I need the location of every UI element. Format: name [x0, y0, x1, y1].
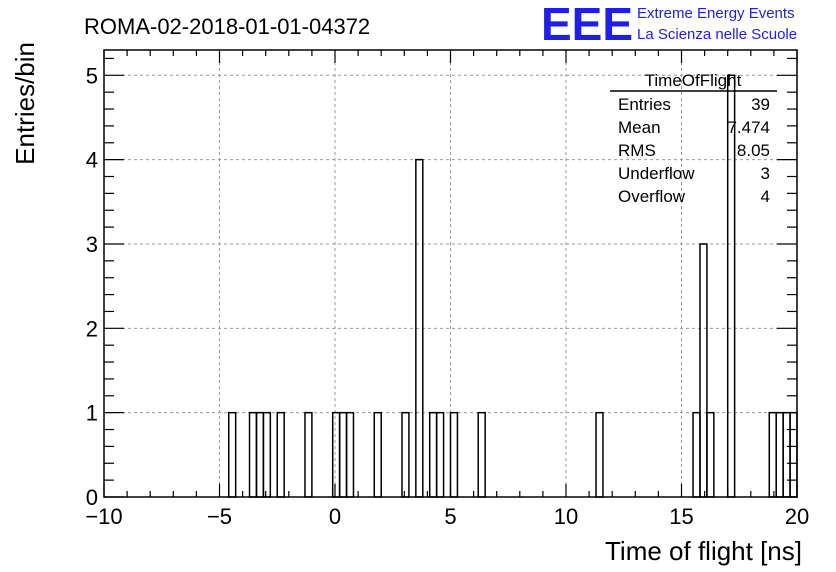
histogram-bin	[726, 74, 736, 498]
x-tick-label: 15	[669, 504, 693, 529]
x-tick-label: −10	[85, 504, 122, 529]
x-tick-label: 20	[785, 504, 809, 529]
histogram-bin	[775, 411, 784, 498]
x-tick-label: 0	[329, 504, 341, 529]
y-tick-label: 0	[86, 485, 98, 510]
stats-underflow-label: Underflow	[618, 164, 695, 183]
histogram-bin	[782, 411, 791, 498]
histogram-bin	[331, 411, 341, 498]
histogram-bin	[373, 411, 382, 498]
x-tick-label: 10	[554, 504, 578, 529]
stats-title: TimeOfFlight	[645, 71, 742, 90]
logo-line-1: Extreme Energy Events	[637, 5, 795, 22]
stats-overflow-label: Overflow	[618, 187, 686, 206]
histogram-bin	[276, 411, 285, 498]
histogram-bin	[401, 411, 410, 498]
chart-title: ROMA-02-2018-01-01-04372	[84, 14, 370, 39]
histogram-bin	[789, 411, 798, 498]
histogram-bin	[255, 411, 265, 498]
stats-entries-label: Entries	[618, 95, 671, 114]
histogram-bin	[345, 411, 355, 498]
histogram-bin	[449, 411, 459, 498]
grid	[104, 50, 797, 497]
histogram-bin	[262, 411, 272, 498]
y-tick-label: 1	[86, 401, 98, 426]
histogram-bars	[227, 74, 798, 498]
histogram-bin	[692, 411, 701, 498]
logo-line-2: La Scienza nelle Scuole	[637, 26, 797, 43]
x-tick-label: 5	[444, 504, 456, 529]
stats-underflow-value: 3	[761, 164, 770, 183]
histogram-bin	[304, 411, 313, 498]
histogram-bin	[248, 411, 258, 498]
histogram-bin	[435, 411, 445, 498]
x-axis-label: Time of flight [ns]	[605, 536, 802, 566]
y-tick-label: 2	[86, 316, 98, 341]
stats-entries-value: 39	[751, 95, 770, 114]
stats-rms-value: 8.05	[737, 141, 770, 160]
histogram-bin	[595, 411, 604, 498]
x-tick-label: −5	[207, 504, 232, 529]
stats-mean-label: Mean	[618, 118, 661, 137]
y-tick-label: 4	[86, 148, 98, 173]
stats-box: TimeOfFlight Entries 39 Mean 7.474 RMS 8…	[610, 71, 777, 206]
y-tick-label: 5	[86, 63, 98, 88]
stats-rms-label: RMS	[618, 141, 656, 160]
y-tick-label: 3	[86, 232, 98, 257]
histogram-bin	[227, 411, 237, 498]
histogram-bin	[768, 411, 777, 498]
histogram-bin	[706, 411, 715, 498]
histogram-bin	[338, 411, 348, 498]
axes: −10 −5 0 5 10 15 20 0 1 2 3 4 5	[85, 49, 809, 529]
histogram-bin	[699, 243, 708, 498]
histogram-bin	[477, 411, 486, 498]
y-axis-label: Entries/bin	[10, 42, 40, 165]
eee-logo: EEE	[541, 0, 633, 50]
stats-overflow-value: 4	[761, 187, 770, 206]
histogram-bin	[428, 411, 438, 498]
stats-mean-value: 7.474	[727, 118, 770, 137]
